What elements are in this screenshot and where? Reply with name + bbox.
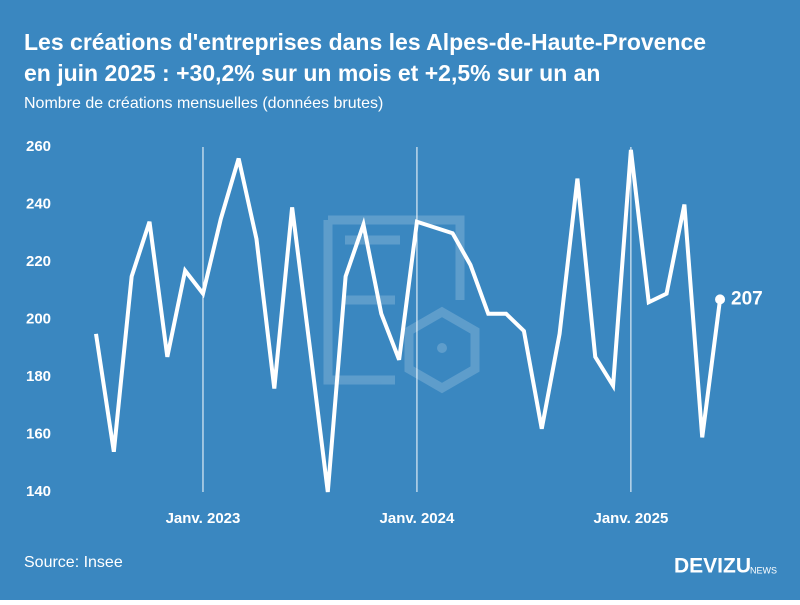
- chart-subtitle: Nombre de créations mensuelles (données …: [24, 95, 383, 112]
- chart-title: Les créations d'entreprises dans les Alp…: [24, 29, 706, 55]
- y-tick-label: 140: [26, 483, 51, 500]
- end-point: [715, 294, 726, 305]
- brand-suffix: NEWS: [750, 565, 777, 575]
- line: [94, 149, 723, 493]
- y-tick-label: 220: [26, 253, 51, 270]
- y-tick-label: 180: [26, 368, 51, 385]
- chart-title: en juin 2025 : +30,2% sur un mois et +2,…: [24, 60, 600, 86]
- value-label: 207: [731, 288, 763, 309]
- x-tick-label: Janv. 2024: [380, 510, 455, 527]
- brand: DEVIZU: [674, 555, 751, 578]
- y-tick-label: 260: [26, 138, 51, 155]
- y-tick-label: 240: [26, 195, 51, 212]
- x-tick-label: Janv. 2025: [594, 510, 669, 527]
- y-tick-label: 160: [26, 425, 51, 442]
- watermark: [323, 215, 480, 394]
- source: Source: Insee: [24, 554, 123, 571]
- x-tick-label: Janv. 2023: [166, 510, 241, 527]
- y-tick-label: 200: [26, 310, 51, 327]
